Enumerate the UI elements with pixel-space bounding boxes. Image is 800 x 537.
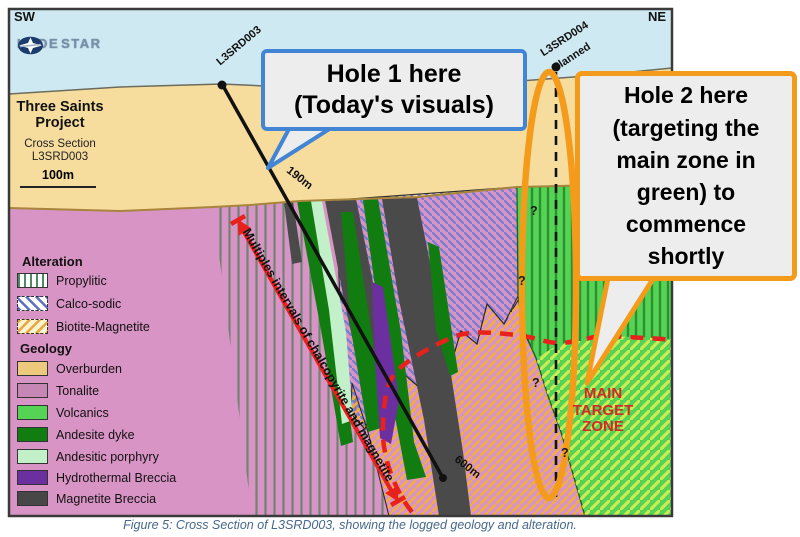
legend-label: Overburden [56, 361, 123, 376]
legend-label: Hydrothermal Breccia [56, 470, 177, 485]
legend-item-hydrothermal-breccia: Hydrothermal Breccia [17, 469, 176, 486]
project-title-line2: Project [35, 114, 85, 131]
mtz-line3: ZONE [582, 418, 624, 435]
bedrock-contact-line [9, 181, 672, 213]
volcanics-swatch [17, 405, 48, 420]
main-target-zone-label: MAIN TARGET ZONE [563, 385, 643, 436]
legend-label: Tonalite [56, 383, 100, 398]
legend-item-tonalite: Tonalite [17, 382, 99, 399]
biotite-magnetite-swatch [17, 319, 48, 334]
legend-label: Andesite dyke [56, 427, 135, 442]
hole2-callout-line6: shortly [647, 243, 725, 270]
title-block: Three Saints Project Cross Section L3SRD… [10, 99, 110, 164]
legend-label: Magnetite Breccia [56, 491, 157, 506]
legend-label: Biotite-Magnetite [56, 319, 150, 334]
legend-item-magnetite-breccia: Magnetite Breccia [17, 490, 156, 507]
hydrothermal-breccia-swatch [17, 470, 48, 485]
mtz-line2: TARGET [572, 401, 634, 419]
scale-label: 100m [42, 168, 74, 182]
target-ellipse [518, 68, 580, 502]
overburden-swatch [17, 361, 48, 376]
hole2-callout-line5: commence [625, 211, 747, 238]
andesitic-porphyry-swatch [17, 449, 48, 464]
hole1-callout-line2: (Today's visuals) [294, 91, 494, 119]
propylitic-swatch [17, 273, 48, 288]
magnetite-breccia-swatch [17, 491, 48, 506]
scale-bar [20, 186, 96, 188]
tonalite-swatch [17, 383, 48, 398]
hole2-callout-line3: main zone in [616, 146, 756, 173]
legend-item-andesite-dyke: Andesite dyke [17, 426, 135, 443]
hole1-callout-line1: Hole 1 here [326, 59, 462, 88]
legend-geology-heading: Geology [20, 341, 73, 356]
section-label-line1: Cross Section [24, 137, 96, 150]
uncertainty-question-mark: ? [530, 204, 538, 218]
compass-ne-label: NE [647, 9, 666, 24]
mineralised-interval-arrow [229, 214, 407, 507]
hole2-callout-line1: Hole 2 here [624, 82, 748, 109]
uncertainty-question-mark: ? [561, 446, 569, 460]
hole2-callout-line4: green) to [636, 179, 736, 205]
andesite-dyke-swatch [17, 427, 48, 442]
legend-label: Propylitic [56, 273, 107, 288]
legend-item-propylitic: Propylitic [17, 272, 107, 289]
uncertainty-question-mark: ? [518, 274, 526, 288]
calco-sodic-swatch [17, 296, 48, 311]
section-label-line2: L3SRD003 [31, 151, 89, 164]
legend-label: Andesitic porphyry [56, 449, 159, 464]
drillhole-1-trace [217, 80, 447, 482]
figure-caption: Figure 5: Cross Section of L3SRD003, sho… [123, 518, 577, 532]
logo-text-right: STAR [61, 36, 102, 51]
legend-item-biotite-magnetite: Biotite-Magnetite [17, 318, 150, 335]
hole2-callout: Hole 2 here (targeting the main zone in … [575, 71, 797, 281]
mtz-line1: MAIN [583, 385, 623, 402]
drillhole-2-planned-trace [551, 62, 561, 502]
compass-sw-label: SW [14, 9, 35, 24]
target-boundary-dashed-line [380, 330, 672, 514]
legend-item-andesitic-porphyry: Andesitic porphyry [17, 448, 159, 465]
project-title-line1: Three Saints [16, 99, 104, 115]
hole1-callout: Hole 1 here (Today's visuals) [261, 49, 527, 131]
legend-label: Calco-sodic [56, 296, 122, 311]
legend-alteration-heading: Alteration [22, 254, 83, 269]
legend-item-overburden: Overburden [17, 360, 122, 377]
uncertainty-question-mark: ? [532, 376, 540, 390]
hole2-callout-line2: (targeting the [612, 114, 760, 141]
legend-label: Volcanics [56, 405, 109, 420]
legend-item-volcanics: Volcanics [17, 404, 109, 421]
lodestar-logo: LODE STAR [17, 36, 102, 55]
legend-item-calco-sodic: Calco-sodic [17, 295, 121, 312]
dyke-swarm [284, 198, 471, 516]
